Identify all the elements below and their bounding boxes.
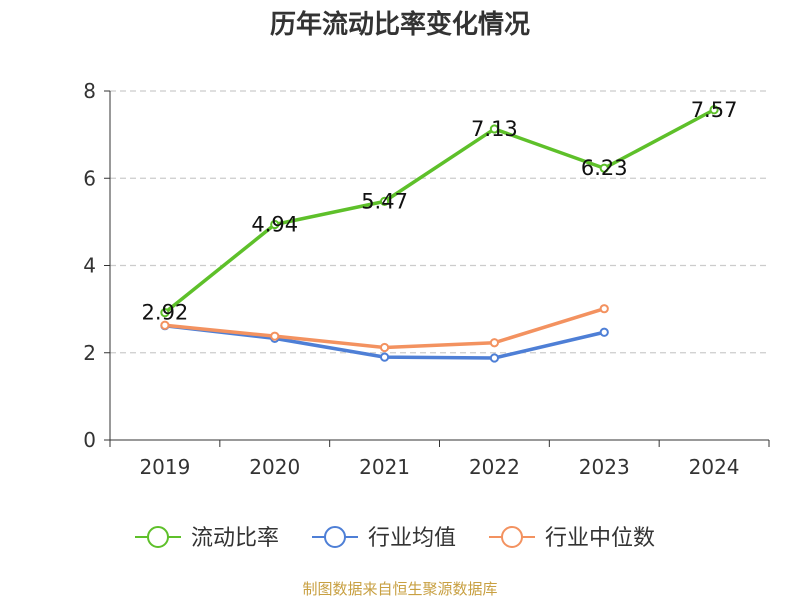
data-point [379, 342, 390, 353]
x-tick-label: 2019 [139, 455, 190, 479]
data-point [270, 331, 280, 341]
data-point [599, 304, 609, 314]
y-tick-label: 0 [83, 428, 96, 452]
data-point [160, 320, 170, 330]
legend-label: 行业中位数 [545, 526, 655, 551]
data-point [489, 338, 500, 348]
data-point [270, 219, 280, 230]
x-tick-label: 2023 [579, 455, 630, 479]
data-label: 2.92 [142, 301, 189, 325]
x-tick-label: 2022 [469, 455, 520, 479]
data-point [599, 327, 609, 337]
data-source-footer: 制图数据来自恒生聚源数据库 [302, 580, 498, 598]
data-point [599, 163, 609, 173]
y-tick-label: 4 [83, 254, 96, 278]
x-tick-label: 2020 [249, 455, 300, 479]
data-point [160, 308, 170, 318]
y-tick-label: 8 [83, 79, 96, 103]
legend-label: 流动比率 [191, 526, 279, 551]
y-tick-label: 6 [83, 166, 96, 190]
legend-marker [147, 526, 169, 548]
data-point [379, 352, 390, 362]
series-line [163, 108, 715, 314]
data-point [379, 196, 390, 206]
data-label: 5.47 [361, 189, 408, 213]
legend-marker [324, 526, 346, 548]
y-tick-label: 2 [83, 341, 96, 365]
data-point [489, 353, 500, 363]
data-label: 7.57 [691, 98, 738, 122]
series-line [164, 307, 605, 350]
x-tick-label: 2021 [359, 455, 410, 479]
chart-title: 历年流动比率变化情况 [269, 10, 530, 40]
data-label: 7.13 [471, 117, 518, 141]
data-point [489, 124, 500, 134]
data-label: 4.94 [251, 212, 298, 236]
data-point [709, 105, 719, 115]
x-tick-label: 2024 [689, 455, 740, 479]
legend-marker [501, 526, 523, 548]
legend-label: 行业均值 [368, 526, 456, 551]
data-label: 6.23 [581, 156, 628, 180]
